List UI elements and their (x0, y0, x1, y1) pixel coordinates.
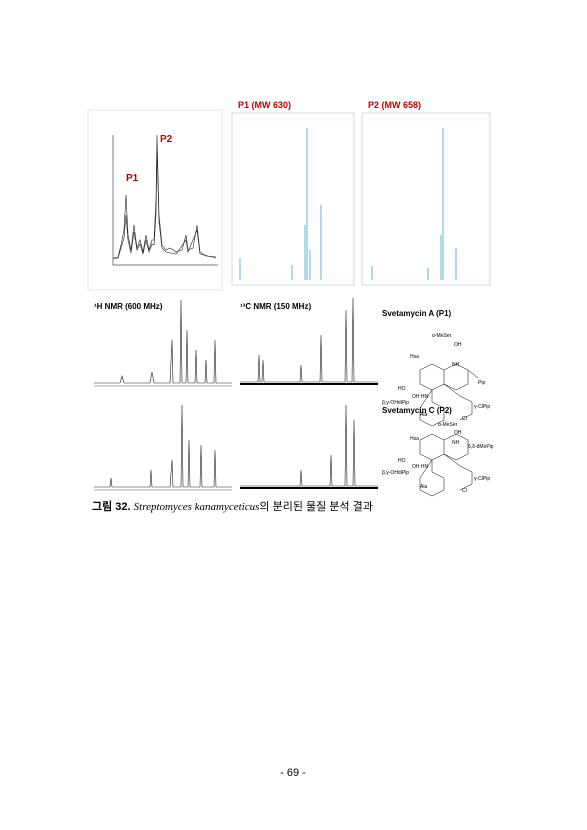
peak-label: P1 (126, 173, 139, 184)
structure-label: γ-ClPip (474, 404, 490, 410)
structure-label: OH (454, 430, 462, 436)
structure-label: α-MeSer (432, 333, 452, 339)
ms-panel: P1 (MW 630) P2 (MW 658) (231, 100, 491, 286)
ms-title: P2 (MW 658) (368, 100, 421, 110)
structure-label: NH (452, 362, 460, 368)
structure-label: Pip (478, 380, 485, 386)
structure-label: OH HN (412, 394, 429, 400)
structure-label: β,γ-OHdiPip (382, 470, 409, 476)
page-number: - 69 - (280, 767, 306, 779)
structure-label: Cl (462, 416, 467, 422)
structure-label: β,γ-OHdiPip (382, 400, 409, 406)
caption-label: 그림 32. (92, 500, 131, 513)
structure-label: γ-ClPip (474, 476, 490, 482)
structure-a: Svetamycin A (P1) α-MeSer OH Hsa NH Pip … (382, 309, 490, 427)
peak-label: P2 (160, 134, 173, 145)
nmr-title: ¹³C NMR (150 MHz) (240, 302, 311, 311)
figure-caption: 그림 32. Streptomyces kanamyceticus의 분리된 물… (92, 500, 373, 513)
structure-c: Svetamycin C (P2) α-MeSer OH Hsa NH δ,δ-… (382, 406, 494, 497)
structure-label: OH (454, 342, 462, 348)
hplc-panel: P1 P2 (87, 109, 223, 291)
caption-species: Streptomyces kanamyceticus (134, 501, 260, 513)
structure-label: NH (452, 440, 460, 446)
structure-label: HO (398, 458, 406, 464)
structure-label: Ala (420, 412, 427, 418)
caption-text: 의 분리된 물질 분석 결과 (259, 500, 372, 513)
structure-label: Hsa (410, 436, 419, 442)
ms-title: P1 (MW 630) (238, 100, 291, 110)
structure-label: α-MeSer (438, 422, 458, 428)
structure-label: δ,δ-dMePip (468, 444, 494, 450)
nmr-panels: ¹H NMR (600 MHz) ¹³C NMR (150 MHz) (94, 297, 378, 491)
structure-name: Svetamycin C (P2) (382, 406, 452, 415)
structure-label: Hsa (410, 354, 419, 360)
nmr-title: ¹H NMR (600 MHz) (94, 302, 163, 311)
structure-label: Cl (462, 488, 467, 494)
structure-name: Svetamycin A (P1) (382, 309, 452, 318)
structure-label: OH HN (412, 464, 429, 470)
structure-label: HO (398, 386, 406, 392)
structure-label: Ala (420, 484, 427, 490)
